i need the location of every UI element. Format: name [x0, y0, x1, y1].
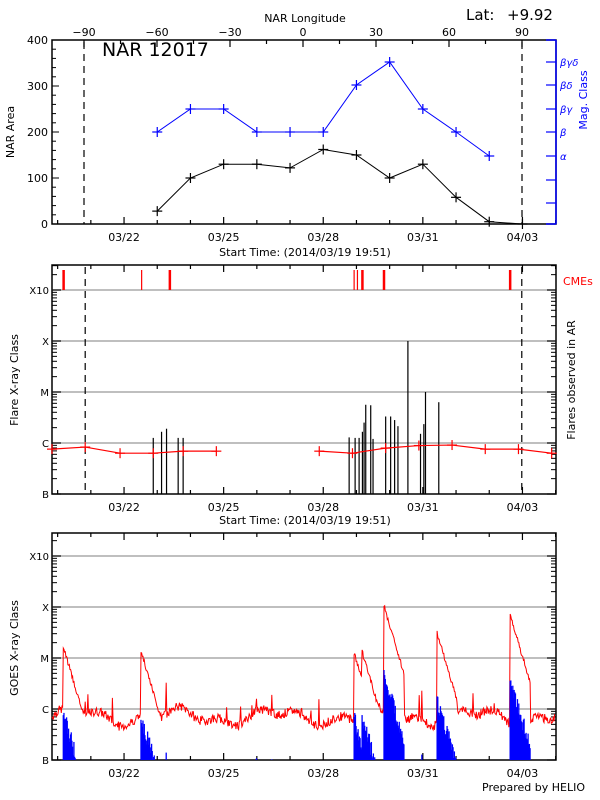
- x-tick-label: 03/31: [407, 767, 439, 780]
- y-tick-label: M: [40, 388, 49, 399]
- y-tick-label: X10: [29, 552, 49, 563]
- x-tick-label: 03/28: [307, 231, 339, 244]
- magclass-tick-label: βγδ: [559, 58, 578, 69]
- x-tick-label: 03/28: [307, 501, 339, 514]
- nar-area-panel: NAR Longitude Lat: +9.92 NAR 12017 NAR A…: [4, 6, 590, 259]
- background-flux-line: [319, 444, 552, 454]
- area-line: [156, 148, 523, 225]
- y-tick-label: 400: [27, 34, 48, 47]
- longitude-tick-label: 0: [300, 26, 307, 39]
- y-tick-label: 300: [27, 80, 48, 93]
- longitude-tick-label: 90: [515, 26, 529, 39]
- magclass-tick-label: α: [560, 152, 567, 163]
- y-axis-label-goes: GOES X-ray Class: [8, 600, 21, 696]
- plot-frame: [51, 532, 557, 761]
- cmes-label: CMEs: [563, 275, 593, 288]
- y-tick-label: X: [42, 337, 49, 348]
- y-tick-label: 0: [41, 218, 48, 231]
- longitude-tick-label: −30: [218, 26, 241, 39]
- longitude-tick-label: −60: [145, 26, 168, 39]
- credit-text: Prepared by HELIO: [482, 781, 585, 794]
- y-tick-label: 100: [27, 172, 48, 185]
- x-tick-label: 03/31: [407, 231, 439, 244]
- x-tick-label: 03/25: [208, 501, 240, 514]
- y-tick-label: 200: [27, 126, 48, 139]
- x-tick-label: 04/03: [507, 767, 539, 780]
- x-tick-label: 03/22: [108, 501, 140, 514]
- x-tick-label: 03/22: [108, 231, 140, 244]
- magclass-tick-label: βδ: [559, 81, 573, 92]
- x-axis-label-mid: Start Time: (2014/03/19 19:51): [219, 514, 391, 527]
- x-tick-label: 03/28: [307, 767, 339, 780]
- y-tick-label: X: [42, 603, 49, 614]
- latitude-label: Lat:: [466, 6, 494, 24]
- y-axis-label-area: NAR Area: [4, 106, 17, 158]
- y-tick-label: B: [42, 756, 49, 767]
- x-tick-label: 04/03: [507, 501, 539, 514]
- y-tick-label: X10: [29, 286, 49, 297]
- y-tick-label: M: [40, 654, 49, 665]
- y-axis-label-flare-class: Flare X-ray Class: [8, 334, 21, 426]
- magclass-tick-label: βγ: [559, 105, 573, 116]
- plot-frame: [51, 264, 557, 495]
- latitude-value: +9.92: [507, 6, 553, 24]
- goes-long-channel-line: [51, 604, 556, 732]
- y-tick-label: C: [42, 705, 49, 716]
- x-tick-label: 03/22: [108, 767, 140, 780]
- longitude-tick-label: 30: [369, 26, 383, 39]
- x-tick-label: 03/31: [407, 501, 439, 514]
- x-tick-label: 04/03: [507, 231, 539, 244]
- y-tick-label: C: [42, 439, 49, 450]
- x-tick-label: 03/25: [208, 767, 240, 780]
- y-axis-label-magclass: Mag. Class: [577, 70, 590, 129]
- flares-observed-label: Flares observed in AR: [565, 320, 578, 440]
- flares-panel: Flare X-ray Class CMEs Flares observed i…: [8, 264, 593, 527]
- top-axis-label: NAR Longitude: [264, 12, 346, 25]
- longitude-tick-label: 60: [442, 26, 456, 39]
- region-title: NAR 12017: [102, 39, 209, 61]
- x-tick-label: 03/25: [208, 231, 240, 244]
- magclass-tick-label: β: [559, 128, 567, 139]
- y-tick-label: B: [42, 490, 49, 501]
- longitude-tick-label: −90: [72, 26, 95, 39]
- background-flux-line: [51, 446, 217, 454]
- magclass-line: [156, 61, 490, 157]
- x-axis-label-top: Start Time: (2014/03/19 19:51): [219, 246, 391, 259]
- goes-panel: GOES X-ray Class Prepared by HELIO 03/22…: [8, 532, 585, 794]
